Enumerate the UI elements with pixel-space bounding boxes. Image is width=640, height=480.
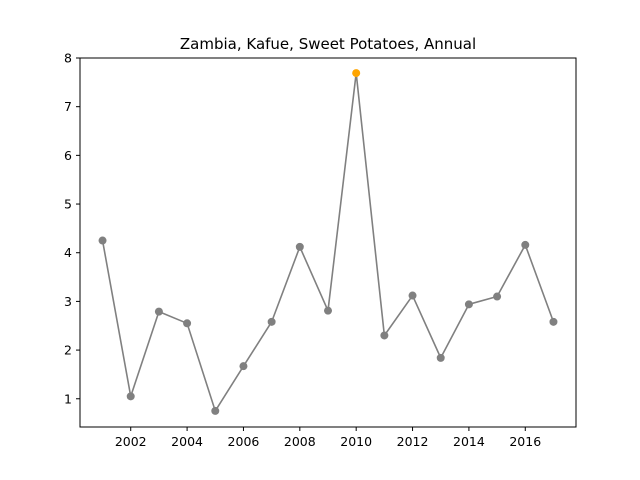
data-point <box>464 300 473 309</box>
y-tick-label: 7 <box>64 99 72 114</box>
data-point <box>549 317 558 326</box>
data-point <box>183 319 192 328</box>
x-tick-label: 2012 <box>397 434 429 449</box>
x-tick-label: 2004 <box>171 434 203 449</box>
y-tick-label: 3 <box>64 294 72 309</box>
y-tick-label: 5 <box>64 197 72 212</box>
series-line <box>101 72 555 412</box>
y-tick-label: 2 <box>64 343 72 358</box>
y-tick-label: 6 <box>64 148 72 163</box>
data-point <box>154 307 163 316</box>
x-tick-label: 2014 <box>453 434 485 449</box>
data-point <box>295 242 304 251</box>
data-point <box>126 392 135 401</box>
axes-frame <box>79 57 577 428</box>
x-tick-label: 2016 <box>509 434 541 449</box>
data-point <box>211 406 220 415</box>
data-point <box>267 317 276 326</box>
data-point <box>98 236 107 245</box>
data-point <box>380 331 389 340</box>
x-tick-label: 2008 <box>284 434 316 449</box>
x-tick-label: 2006 <box>228 434 260 449</box>
highlight-point <box>352 69 361 78</box>
y-tick-label: 8 <box>64 51 72 66</box>
x-tick-label: 2010 <box>340 434 372 449</box>
x-tick-label: 2002 <box>115 434 147 449</box>
chart-title: Zambia, Kafue, Sweet Potatoes, Annual <box>180 35 476 53</box>
data-point <box>521 240 530 249</box>
data-point <box>436 353 445 362</box>
data-point <box>493 292 502 301</box>
data-point <box>239 362 248 371</box>
y-tick-label: 1 <box>64 391 72 406</box>
data-point <box>408 291 417 300</box>
y-tick-label: 4 <box>64 245 72 260</box>
plot-area: 2002 2004 2006 2008 2010 2012 2014 2016 1 2 3 4 5 6 7 8 <box>64 51 558 449</box>
data-point <box>324 306 332 315</box>
